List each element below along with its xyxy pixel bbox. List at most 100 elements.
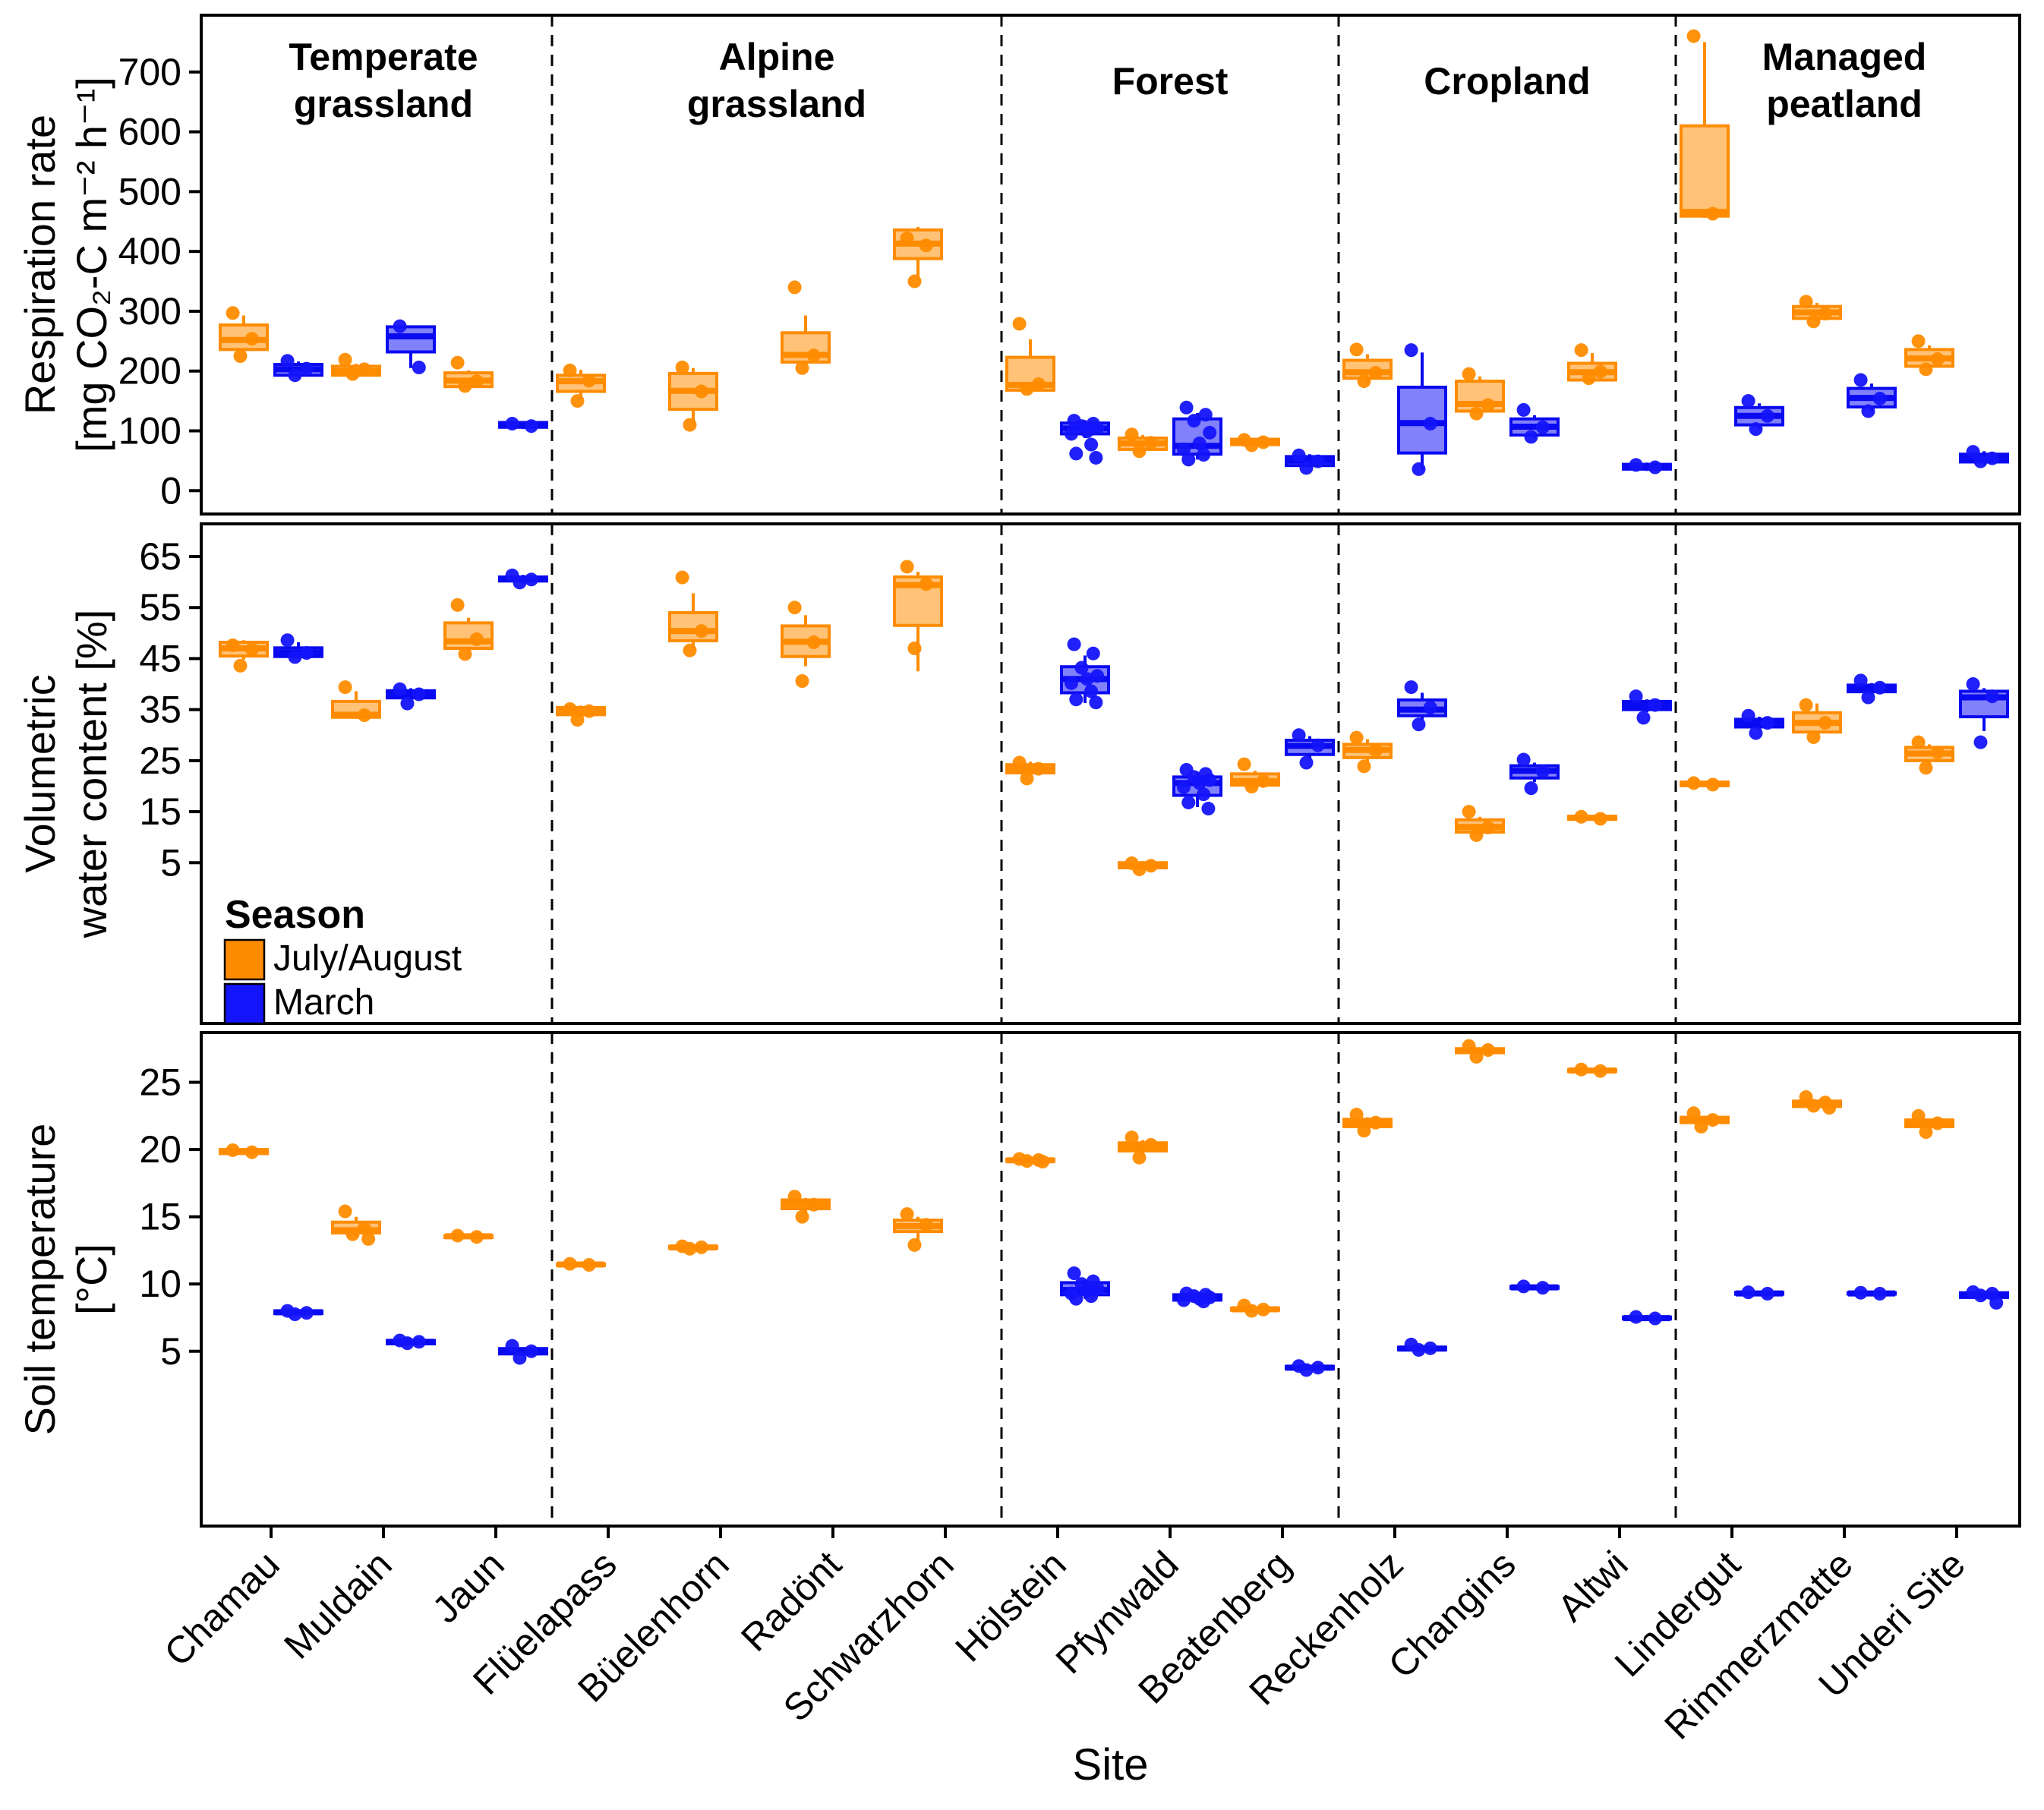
data-point	[412, 360, 426, 374]
data-point	[226, 1143, 240, 1157]
data-point	[1177, 1293, 1191, 1307]
data-point	[1741, 708, 1755, 723]
box-soil_temperature-Underi Site-july_august	[1904, 1108, 1954, 1140]
data-point	[1799, 295, 1813, 309]
box-volumetric_water_content-Hölstein-july_august	[1005, 755, 1055, 786]
data-point	[1574, 809, 1588, 824]
box-respiration_rate-Muldain-march	[386, 319, 436, 374]
box-respiration_rate-Underi Site-july_august	[1904, 334, 1954, 377]
y-tick-label-respiration_rate-300: 300	[118, 290, 181, 333]
data-point	[1481, 820, 1495, 834]
panel-border-volumetric_water_content	[200, 522, 2021, 1025]
data-point	[1181, 795, 1196, 809]
data-point	[524, 572, 538, 587]
box-respiration_rate-Chamau-march	[273, 354, 323, 383]
data-point	[1919, 761, 1933, 775]
data-point	[1237, 757, 1251, 771]
data-point	[1299, 755, 1314, 770]
box-volumetric_water_content-Altwi-july_august	[1567, 809, 1617, 826]
data-point	[1749, 422, 1763, 437]
data-point	[244, 1145, 259, 1159]
data-point	[563, 363, 577, 377]
data-point	[795, 1209, 809, 1224]
data-point	[1423, 700, 1437, 714]
data-point	[1524, 430, 1538, 444]
data-point	[1930, 746, 1945, 760]
data-point	[1074, 661, 1089, 675]
data-point	[1966, 445, 1980, 459]
data-point	[1760, 1286, 1774, 1301]
data-point	[1423, 1341, 1437, 1355]
data-point	[288, 368, 302, 383]
data-point	[393, 319, 407, 333]
data-point	[1192, 776, 1207, 790]
data-point	[1818, 307, 1832, 321]
data-point	[1089, 450, 1103, 465]
box-soil_temperature-Jaun-march	[498, 1339, 548, 1365]
box-soil_temperature-Rimmerzmatte-march	[1847, 1285, 1897, 1301]
data-point	[1256, 435, 1270, 449]
y-tick-label-soil_temperature-10: 10	[139, 1263, 181, 1305]
data-point	[1256, 774, 1270, 788]
box-respiration_rate-Altwi-march	[1622, 458, 1672, 475]
data-point	[1404, 680, 1418, 695]
data-point	[1177, 780, 1191, 794]
data-point	[1629, 689, 1643, 704]
data-point	[233, 658, 248, 673]
data-point	[806, 348, 821, 363]
data-point	[1911, 1108, 1926, 1123]
data-point	[1177, 442, 1191, 456]
data-point	[1357, 1124, 1371, 1138]
data-point	[1686, 29, 1701, 43]
data-point	[1080, 672, 1094, 686]
y-tick-label-respiration_rate-700: 700	[118, 51, 181, 93]
box-respiration_rate-Beatenberg-march	[1285, 448, 1335, 475]
data-point	[1535, 420, 1550, 434]
box-respiration_rate-Reckenholz-march	[1397, 343, 1447, 476]
data-point	[1065, 676, 1078, 690]
iqr-box	[443, 621, 494, 650]
group-label-1-line2: grassland	[687, 83, 866, 125]
data-point	[400, 1336, 415, 1351]
data-point	[900, 231, 914, 245]
box-volumetric_water_content-Rimmerzmatte-march	[1847, 673, 1897, 705]
box-respiration_rate-Changins-july_august	[1455, 367, 1505, 421]
box-respiration_rate-Jaun-july_august	[443, 355, 494, 393]
data-point	[1067, 1266, 1081, 1281]
data-point	[458, 647, 472, 661]
data-point	[1516, 752, 1531, 767]
data-point	[1806, 1099, 1821, 1113]
data-point	[795, 674, 809, 689]
panel-border-respiration_rate	[200, 14, 2021, 516]
data-point	[1985, 689, 1999, 704]
y-axis-title-volumetric_water_content-line1: Volumetric	[16, 674, 64, 872]
legend-key-july_august	[223, 938, 266, 981]
group-label-4-line1: Managed	[1762, 36, 1927, 78]
data-point	[1090, 669, 1105, 683]
box-respiration_rate-Lindergut-july_august	[1680, 29, 1730, 221]
data-point	[1861, 690, 1875, 705]
box-volumetric_water_content-Changins-july_august	[1455, 805, 1505, 842]
y-tick-label-volumetric_water_content-35: 35	[139, 689, 181, 731]
data-point	[299, 646, 314, 661]
data-point	[1705, 207, 1720, 221]
box-respiration_rate-Büelenhorn-july_august	[668, 360, 718, 432]
data-point	[412, 687, 426, 702]
box-volumetric_water_content-Beatenberg-march	[1285, 728, 1335, 770]
data-point	[1311, 454, 1325, 468]
data-point	[299, 361, 314, 376]
box-soil_temperature-Muldain-july_august	[331, 1204, 381, 1246]
data-point	[1648, 460, 1662, 475]
data-point	[1822, 1101, 1837, 1115]
box-soil_temperature-Büelenhorn-july_august	[668, 1239, 718, 1256]
data-point	[1481, 1043, 1495, 1058]
data-point	[1368, 366, 1383, 380]
box-volumetric_water_content-Reckenholz-july_august	[1342, 730, 1393, 774]
data-point	[1311, 1361, 1325, 1375]
data-point	[226, 306, 240, 320]
box-volumetric_water_content-Büelenhorn-july_august	[668, 570, 718, 657]
